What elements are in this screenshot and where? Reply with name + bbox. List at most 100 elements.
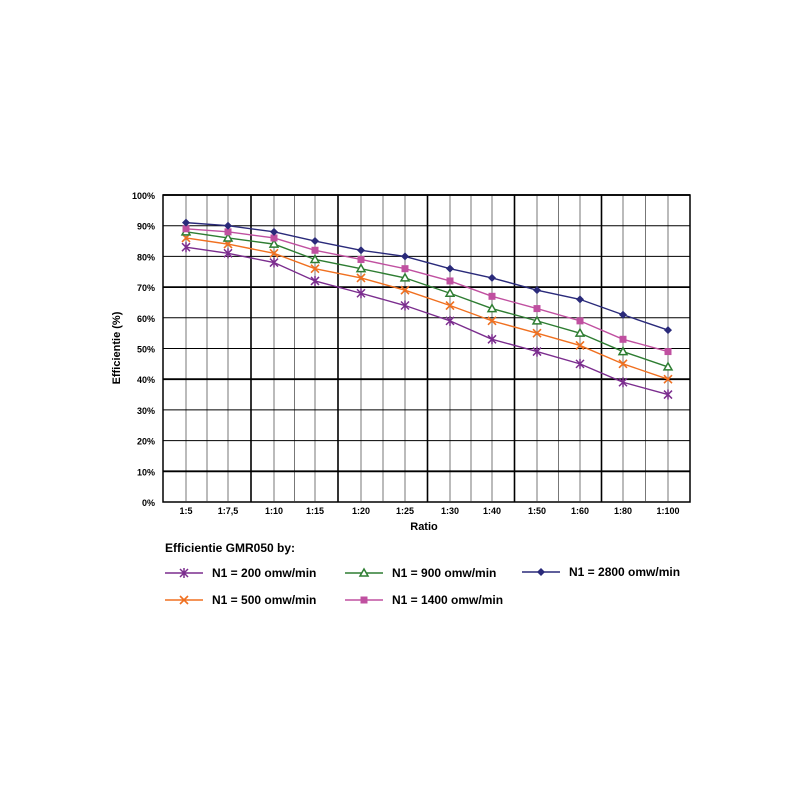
x-tick-label: 1:5	[179, 506, 192, 516]
marker-triangle	[355, 263, 367, 273]
marker-diamond	[224, 221, 232, 230]
diamond-marker	[182, 218, 190, 227]
marker-x	[269, 248, 279, 258]
x-marker	[618, 359, 628, 369]
asterisk-marker	[179, 568, 189, 578]
marker-asterisk	[445, 315, 455, 326]
x-marker	[356, 273, 366, 283]
diamond-marker	[619, 310, 627, 319]
marker-triangle	[309, 253, 321, 264]
x-tick-label: 1:100	[656, 506, 679, 516]
legend-item: N1 = 2800 omw/min	[522, 565, 680, 579]
x-tick-label: 1:50	[528, 506, 546, 516]
marker-square	[488, 292, 496, 300]
marker-triangle	[574, 327, 586, 337]
triangle-marker	[358, 567, 370, 577]
square-marker	[619, 335, 627, 343]
asterisk-marker	[269, 257, 279, 268]
x-tick-label: 1:15	[306, 506, 324, 516]
asterisk-marker	[575, 358, 585, 369]
marker-x	[445, 300, 455, 311]
x-tick-label: 1:40	[483, 506, 501, 516]
marker-asterisk	[181, 242, 191, 253]
asterisk-marker	[663, 389, 673, 400]
asterisk-marker	[310, 275, 320, 286]
diamond-marker	[533, 286, 541, 295]
diamond-marker	[357, 246, 365, 255]
marker-diamond	[619, 310, 627, 319]
triangle-marker	[486, 303, 498, 313]
marker-x	[400, 285, 410, 295]
marker-asterisk	[532, 346, 542, 357]
marker-triangle	[662, 361, 674, 371]
marker-diamond	[533, 286, 541, 295]
asterisk-marker	[400, 300, 410, 311]
marker-asterisk	[400, 300, 410, 311]
diamond-marker	[664, 326, 672, 335]
marker-square	[619, 335, 627, 343]
marker-asterisk	[487, 334, 497, 345]
legend-item: N1 = 900 omw/min	[345, 566, 496, 580]
y-tick-label: 70%	[137, 283, 155, 293]
asterisk-marker	[487, 334, 497, 345]
y-tick-label: 10%	[137, 467, 155, 477]
marker-diamond	[537, 568, 545, 576]
marker-x	[532, 328, 542, 338]
series-1-200	[181, 242, 673, 400]
square-marker	[664, 348, 672, 356]
square-marker	[576, 317, 584, 325]
marker-square	[182, 225, 190, 233]
marker-asterisk	[223, 248, 233, 259]
legend-item: N1 = 200 omw/min	[165, 566, 316, 580]
triangle-marker	[355, 263, 367, 273]
y-tick-label: 30%	[137, 406, 155, 416]
series-1-2800	[182, 218, 672, 335]
legend-label: N1 = 1400 omw/min	[392, 593, 503, 607]
square-marker	[488, 292, 496, 300]
triangle-marker	[399, 272, 411, 282]
x-marker	[179, 595, 189, 605]
marker-diamond	[182, 218, 190, 227]
marker-asterisk	[575, 358, 585, 369]
marker-diamond	[488, 273, 496, 282]
marker-square	[224, 228, 232, 236]
x-marker	[532, 328, 542, 338]
grid	[162, 194, 691, 503]
marker-asterisk	[310, 275, 320, 286]
marker-triangle	[617, 346, 629, 356]
series-line	[185, 237, 669, 380]
diamond-marker	[401, 252, 409, 261]
marker-square	[533, 305, 541, 313]
y-tick-label: 20%	[137, 437, 155, 447]
x-marker	[445, 300, 455, 311]
triangle-marker	[617, 346, 629, 356]
asterisk-marker	[618, 377, 628, 388]
legend: N1 = 200 omw/min N1 = 500 omw/min N1 = 900…	[165, 565, 680, 607]
triangle-marker	[574, 327, 586, 337]
diamond-marker	[446, 264, 454, 273]
marker-square	[664, 348, 672, 356]
triangle-marker	[444, 287, 456, 297]
legend-label: N1 = 900 omw/min	[392, 566, 496, 580]
marker-asterisk	[618, 377, 628, 388]
marker-triangle	[222, 232, 234, 242]
marker-x	[356, 273, 366, 283]
marker-triangle	[399, 272, 411, 282]
series-1-900	[180, 226, 674, 371]
x-tick-label: 1:25	[396, 506, 414, 516]
x-tick-label: 1:7,5	[218, 506, 239, 516]
asterisk-marker	[532, 346, 542, 357]
legend-label: N1 = 500 omw/min	[212, 593, 316, 607]
square-marker	[446, 277, 454, 285]
square-marker	[357, 255, 365, 263]
legend-item: N1 = 500 omw/min	[165, 593, 316, 607]
x-marker	[400, 285, 410, 295]
x-tick-label: 1:30	[441, 506, 459, 516]
marker-asterisk	[356, 288, 366, 299]
diamond-marker	[224, 221, 232, 230]
marker-diamond	[270, 227, 278, 236]
marker-triangle	[444, 287, 456, 297]
diamond-marker	[537, 568, 545, 576]
triangle-marker	[531, 315, 543, 325]
